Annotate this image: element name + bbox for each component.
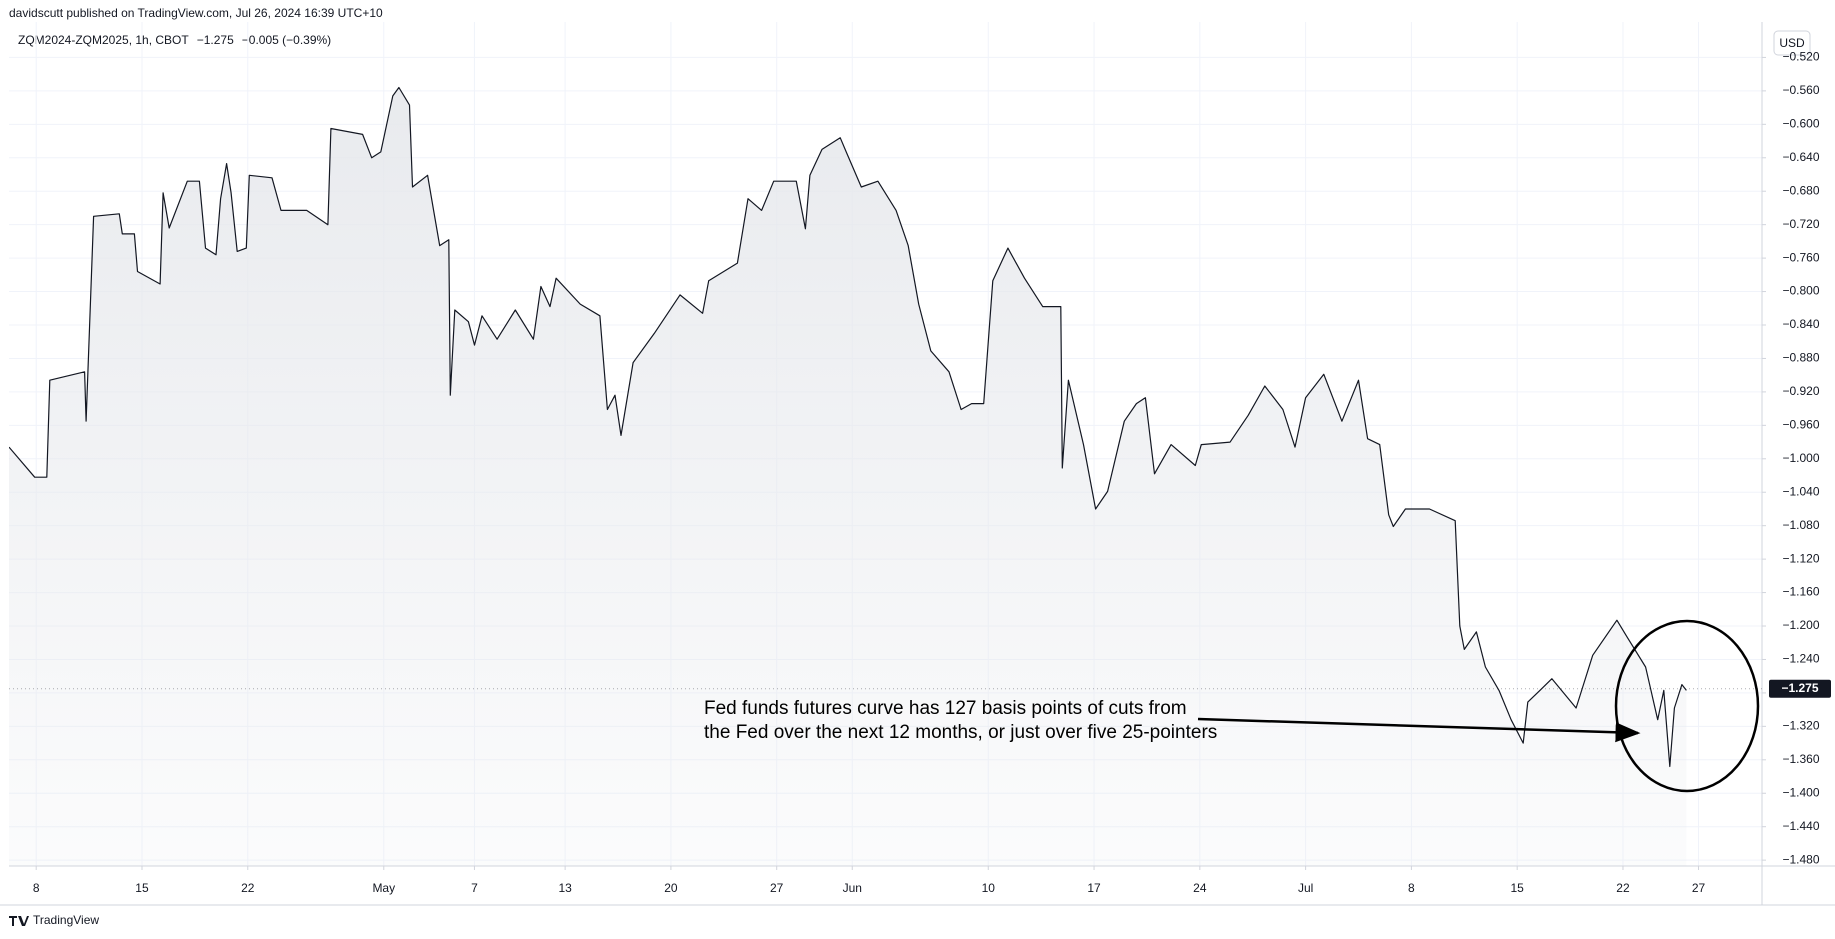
y-tick-label: −1.000	[1782, 451, 1819, 465]
currency-label[interactable]: USD	[1779, 36, 1805, 50]
x-tick-label: 7	[471, 881, 478, 895]
x-tick-label: 24	[1193, 881, 1207, 895]
x-tick-label: 27	[1692, 881, 1706, 895]
y-tick-label: −0.680	[1782, 183, 1819, 197]
y-tick-label: −0.960	[1782, 418, 1819, 432]
last-value-tag	[1769, 679, 1831, 698]
y-tick-label: −0.720	[1782, 217, 1819, 231]
area	[9, 87, 1687, 866]
y-tick-label: −1.360	[1782, 752, 1819, 766]
line	[9, 86, 1687, 768]
x-tick-label: 13	[558, 881, 572, 895]
logo-icon	[9, 916, 29, 926]
plot-area	[9, 86, 1687, 866]
y-tick-label: −1.320	[1782, 719, 1819, 733]
x-tick-label: Jun	[843, 881, 862, 895]
y-tick-label: −1.040	[1782, 484, 1819, 498]
annotation-circle	[1614, 619, 1760, 793]
y-tick-label: −1.200	[1782, 618, 1819, 632]
y-tick-label: −1.480	[1782, 852, 1819, 866]
x-tick-label: May	[372, 881, 395, 895]
y-tick-label: −1.160	[1782, 585, 1819, 599]
y-tick-label: −0.800	[1782, 284, 1819, 298]
y-tick-label: −0.840	[1782, 317, 1819, 331]
x-tick-label: 8	[1408, 881, 1415, 895]
symbol-line: ZQM2024-ZQM2025, 1h, CBOT −1.275 −0.005 (−…	[18, 33, 331, 47]
y-tick-label: −1.120	[1782, 551, 1819, 565]
x-tick-label: 22	[241, 881, 255, 895]
y-tick-label: −1.440	[1782, 819, 1819, 833]
y-tick-label: −0.920	[1782, 384, 1819, 398]
footer-logo: TradingView	[9, 913, 99, 927]
y-tick-label: −0.600	[1782, 116, 1819, 130]
publish-header: davidscutt published on TradingView.com,…	[9, 6, 383, 20]
last-value: −1.275	[197, 33, 234, 47]
annotation-line: the Fed over the next 12 months, or just…	[704, 722, 1217, 743]
y-tick-label: −0.640	[1782, 150, 1819, 164]
x-tick-label: 8	[33, 881, 40, 895]
annotation-arrow	[1197, 717, 1641, 743]
x-tick-label: 20	[664, 881, 678, 895]
last-value-label: −1.275	[1781, 681, 1818, 695]
x-tick-label: 22	[1616, 881, 1630, 895]
x-tick-label: 17	[1087, 881, 1101, 895]
x-tick-label: 15	[135, 881, 149, 895]
x-tick-label: 15	[1511, 881, 1525, 895]
x-tick-label: Jul	[1298, 881, 1313, 895]
y-tick-label: −1.400	[1782, 785, 1819, 799]
currency-button[interactable]	[1773, 30, 1811, 56]
x-tick-label: 27	[770, 881, 784, 895]
y-tick-label: −0.520	[1782, 50, 1819, 64]
symbol: ZQM2024-ZQM2025, 1h, CBOT	[18, 33, 189, 47]
y-tick-label: −0.880	[1782, 351, 1819, 365]
footer-text: TradingView	[33, 913, 99, 927]
annotation-line: Fed funds futures curve has 127 basis po…	[704, 698, 1187, 719]
change: −0.005 (−0.39%)	[242, 33, 331, 47]
y-tick-label: −1.240	[1782, 652, 1819, 666]
y-tick-label: −0.560	[1782, 83, 1819, 97]
y-tick-label: −0.760	[1782, 250, 1819, 264]
axes: −0.520 −0.560 −0.600 −0.640 −0.680 −0.720 −0.7…	[9, 50, 1831, 895]
y-tick-label: −1.080	[1782, 518, 1819, 532]
x-tick-label: 10	[982, 881, 996, 895]
